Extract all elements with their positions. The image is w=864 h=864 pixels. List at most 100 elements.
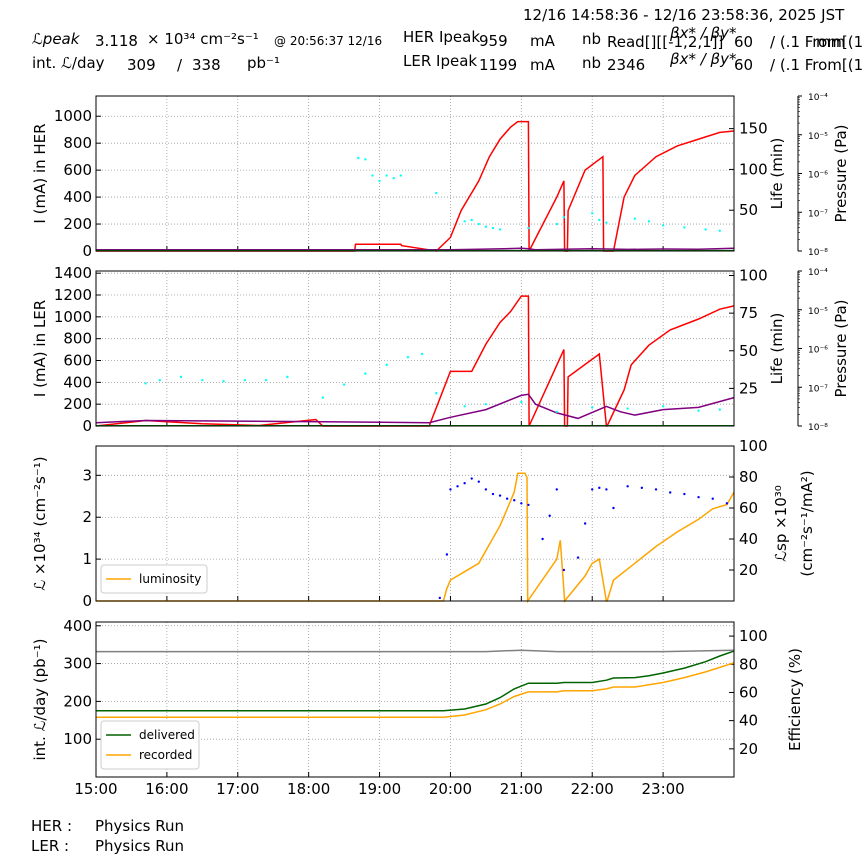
data-point-specific — [583, 522, 587, 525]
her-nb-label: nb — [582, 30, 602, 48]
series-line-current — [96, 120, 735, 252]
x-tick-label: 17:00 — [216, 780, 259, 798]
y-tick-label: 1400 — [54, 264, 92, 282]
data-point-pressure — [605, 221, 608, 224]
data-point-pressure — [463, 220, 466, 223]
y-tick-label: 400 — [63, 617, 92, 635]
data-point-pressure — [484, 402, 488, 406]
intl-value: 309 — [127, 56, 156, 74]
data-point-pressure — [647, 220, 651, 223]
her-nb-value: Read[][[-1,2,1]] — [607, 33, 724, 51]
data-point-specific — [612, 506, 615, 510]
y-tick-label: 200 — [63, 215, 92, 233]
right-axis-label: Life (min) — [768, 313, 786, 385]
data-point-specific — [669, 491, 672, 494]
data-point-specific — [477, 480, 480, 483]
data-point-pressure — [399, 174, 403, 177]
y-tick-label: 0 — [82, 242, 92, 260]
plot-frame — [95, 445, 735, 602]
legend-label: recorded — [139, 748, 192, 762]
data-point-pressure — [704, 228, 707, 231]
right-tick-label: 50 — [739, 201, 758, 219]
plot-frame — [95, 270, 735, 427]
data-point-specific — [605, 488, 608, 491]
her-mode-value: Physics Run — [95, 817, 185, 835]
panel-ler: 0 200 400 600 800 1000 1200 1400 I (mA) in LER 25… — [31, 264, 850, 435]
data-point-pressure — [555, 410, 558, 414]
pressure-tick-label: 10⁻⁷ — [808, 384, 828, 394]
y-tick-label: 800 — [63, 134, 92, 152]
data-point-pressure — [484, 225, 488, 228]
x-tick-label: 22:00 — [571, 780, 614, 798]
x-tick-label: 19:00 — [358, 780, 401, 798]
data-point-pressure — [385, 174, 388, 177]
right-tick-label: 40 — [739, 530, 758, 548]
lpeak-label: ℒpeak — [32, 30, 80, 48]
data-point-specific — [520, 502, 523, 505]
data-point-pressure — [371, 174, 374, 177]
intl-label: int. ℒ/day — [32, 54, 105, 72]
right-tick-label: 80 — [739, 655, 758, 673]
data-point-pressure — [498, 228, 502, 231]
right-axis-label-2: (cm⁻²s⁻¹/mA²) — [798, 470, 816, 576]
data-point-specific — [527, 503, 530, 507]
ler-ipeak-unit: mA — [530, 56, 555, 74]
right-tick-label: 100 — [739, 627, 768, 645]
data-point-specific — [513, 499, 516, 502]
intl-sep: / — [177, 56, 183, 74]
data-point-pressure — [463, 405, 466, 408]
legend-box — [100, 720, 200, 770]
right-tick-label: 100 — [739, 267, 768, 285]
intl-unit: pb⁻¹ — [247, 54, 280, 72]
ler-nb-label: nb — [582, 54, 602, 72]
data-point-pressure — [385, 363, 388, 367]
series-line-life — [95, 393, 735, 424]
y-tick-label: 1000 — [54, 308, 92, 326]
her-ipeak-unit: mA — [530, 32, 555, 50]
data-point-pressure — [342, 383, 346, 386]
right-tick-label: 20 — [739, 561, 758, 579]
x-tick-label: 15:00 — [74, 780, 117, 798]
data-point-specific — [505, 497, 509, 500]
right-tick-label: 100 — [739, 437, 768, 455]
data-point-pressure — [144, 382, 147, 385]
right-tick-label: 100 — [739, 160, 768, 178]
data-point-pressure — [562, 216, 566, 219]
pressure-tick-label: 10⁻⁷ — [808, 209, 828, 219]
data-point-pressure — [264, 378, 268, 382]
data-point-pressure — [555, 222, 558, 226]
series-line-delivered — [96, 650, 735, 712]
data-point-specific — [456, 485, 459, 488]
x-tick-label: 16:00 — [145, 780, 188, 798]
data-point-specific — [498, 494, 502, 497]
beta-value-2: 60 — [734, 56, 754, 74]
data-point-pressure — [420, 352, 424, 356]
y-tick-label: 1200 — [54, 286, 92, 304]
data-point-pressure — [201, 378, 204, 382]
beta-overflow-1: mm — [816, 33, 846, 51]
pressure-tick-label: 10⁻⁵ — [808, 307, 828, 317]
data-point-pressure — [321, 396, 325, 399]
y-tick-label: 200 — [63, 692, 92, 710]
data-point-pressure — [633, 217, 636, 220]
y-tick-label: 400 — [63, 188, 92, 206]
data-point-specific — [576, 556, 580, 559]
panel-intlumi: 100 200 300 400 int. ℒ/day (pb⁻¹) 20 40 60 80 100… — [31, 617, 804, 798]
series-line-luminosity — [96, 472, 735, 604]
lpeak-unit: × 10³⁴ cm⁻²s⁻¹ — [147, 30, 259, 48]
y-tick-label: 600 — [63, 352, 92, 370]
data-point-specific — [711, 497, 714, 500]
ler-mode-label: LER : — [31, 837, 70, 855]
data-point-specific — [463, 482, 466, 485]
data-point-pressure — [718, 408, 722, 411]
time-range: 12/16 14:58:36 - 12/16 23:58:36, 2025 JS… — [523, 6, 845, 24]
data-point-specific — [491, 492, 495, 496]
y-tick-label: 100 — [63, 730, 92, 748]
right-tick-label: 80 — [739, 468, 758, 486]
right-tick-label: 50 — [739, 342, 758, 360]
data-point-specific — [562, 568, 566, 572]
pressure-tick-label: 10⁻⁶ — [808, 171, 828, 181]
data-point-specific — [683, 492, 686, 496]
lpeak-time: @ 20:56:37 12/16 — [274, 34, 383, 48]
